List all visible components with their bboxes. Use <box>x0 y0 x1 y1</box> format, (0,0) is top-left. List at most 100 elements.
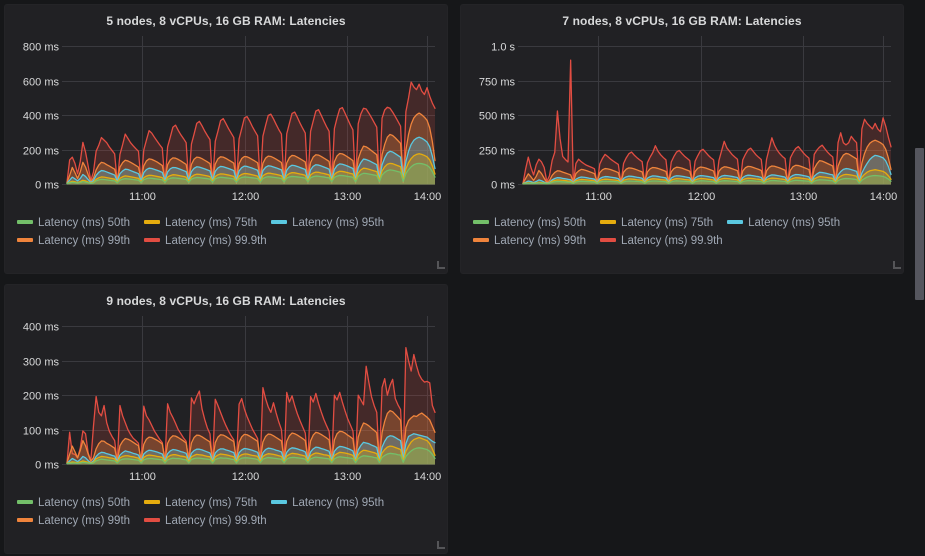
y-axis-tick-label: 300 ms <box>23 357 60 369</box>
panel-resize-handle[interactable] <box>436 261 445 271</box>
legend-item-p75[interactable]: Latency (ms) 75th <box>144 214 257 232</box>
x-axis-tick-label: 14:00 <box>870 191 898 203</box>
legend-color-swatch <box>144 220 161 224</box>
legend-item-p50[interactable]: Latency (ms) 50th <box>17 214 130 232</box>
series-line-p999 <box>66 347 436 464</box>
series-line-p95 <box>522 154 892 185</box>
x-axis-tick-label: 13:00 <box>334 471 362 483</box>
y-axis-tick-label: 0 ms <box>35 460 59 472</box>
legend-item-label: Latency (ms) 99th <box>38 515 131 528</box>
legend-item-p99[interactable]: Latency (ms) 99th <box>17 512 130 530</box>
panel-7-nodes[interactable]: 7 nodes, 8 vCPUs, 16 GB RAM: Latencies 0… <box>460 4 904 274</box>
legend-item-p95[interactable]: Latency (ms) 95th <box>271 494 384 512</box>
chart-area[interactable]: 0 ms 250 ms 500 ms 750 ms 1.0 s 11:00 12:00 13:… <box>461 28 903 210</box>
legend-color-swatch <box>144 238 161 243</box>
legend-color-swatch <box>727 220 744 224</box>
panel-title[interactable]: 7 nodes, 8 vCPUs, 16 GB RAM: Latencies <box>562 14 802 28</box>
legend-item-p50[interactable]: Latency (ms) 50th <box>17 494 130 512</box>
chart-area[interactable]: 0 ms 200 ms 400 ms 600 ms 800 ms 11:00 12:00 13… <box>5 28 447 210</box>
dashboard-scrollbar[interactable] <box>914 0 925 556</box>
x-axis-tick-label: 11:00 <box>585 191 612 203</box>
chart-legend[interactable]: Latency (ms) 50th Latency (ms) 75th Latenc… <box>461 210 903 251</box>
legend-item-label: Latency (ms) 50th <box>38 497 131 509</box>
legend-item-label: Latency (ms) 99.9th <box>621 235 723 248</box>
legend-item-p999[interactable]: Latency (ms) 99.9th <box>144 512 267 530</box>
y-axis-tick-label: 600 ms <box>23 77 60 89</box>
x-axis-tick-label: 13:00 <box>334 191 362 203</box>
legend-item-label: Latency (ms) 95th <box>748 217 841 229</box>
panel-title[interactable]: 5 nodes, 8 vCPUs, 16 GB RAM: Latencies <box>106 14 346 28</box>
legend-item-label: Latency (ms) 50th <box>494 217 587 229</box>
panel-9-nodes[interactable]: 9 nodes, 8 vCPUs, 16 GB RAM: Latencies 0… <box>4 284 448 554</box>
series-line-p75 <box>66 436 436 464</box>
legend-item-p99[interactable]: Latency (ms) 99th <box>473 232 586 250</box>
y-axis-tick-label: 100 ms <box>23 426 60 438</box>
y-axis-tick-label: 750 ms <box>479 77 516 89</box>
chart-area[interactable]: 0 ms 100 ms 200 ms 300 ms 400 ms 11:00 12:00 13… <box>5 308 447 490</box>
legend-color-swatch <box>17 500 33 504</box>
legend-item-p75[interactable]: Latency (ms) 75th <box>144 494 257 512</box>
series-line-p50 <box>522 174 892 185</box>
latency-timeseries-chart[interactable]: 0 ms 200 ms 400 ms 600 ms 800 ms 11:00 12:00 13… <box>5 28 447 210</box>
legend-item-label: Latency (ms) 95th <box>292 217 385 229</box>
legend-item-p75[interactable]: Latency (ms) 75th <box>600 214 713 232</box>
chart-legend[interactable]: Latency (ms) 50th Latency (ms) 75th Latenc… <box>5 210 447 251</box>
legend-color-swatch <box>600 238 617 243</box>
legend-color-swatch <box>473 220 489 224</box>
x-axis-tick-label: 13:00 <box>790 191 818 203</box>
chart-legend[interactable]: Latency (ms) 50th Latency (ms) 75th Latenc… <box>5 490 447 531</box>
panel-title[interactable]: 9 nodes, 8 vCPUs, 16 GB RAM: Latencies <box>106 294 346 308</box>
legend-item-p95[interactable]: Latency (ms) 95th <box>727 214 840 232</box>
legend-color-swatch <box>271 220 288 224</box>
legend-item-p95[interactable]: Latency (ms) 95th <box>271 214 384 232</box>
legend-color-swatch <box>271 500 288 504</box>
panel-resize-handle[interactable] <box>436 541 445 551</box>
legend-color-swatch <box>473 238 489 243</box>
legend-item-label: Latency (ms) 75th <box>165 217 258 229</box>
series-line-p999 <box>522 59 892 185</box>
legend-item-label: Latency (ms) 50th <box>38 217 131 229</box>
panel-5-nodes[interactable]: 5 nodes, 8 vCPUs, 16 GB RAM: Latencies 0… <box>4 4 448 274</box>
x-axis-tick-label: 11:00 <box>129 191 156 203</box>
legend-item-label: Latency (ms) 99th <box>38 235 131 248</box>
x-axis-tick-label: 14:00 <box>414 471 442 483</box>
y-axis-tick-label: 200 ms <box>23 146 60 158</box>
y-axis-tick-label: 500 ms <box>479 111 516 123</box>
latency-timeseries-chart[interactable]: 0 ms 250 ms 500 ms 750 ms 1.0 s 11:00 12:00 13:… <box>461 28 903 210</box>
legend-item-label: Latency (ms) 99.9th <box>165 235 267 248</box>
x-axis-tick-label: 12:00 <box>232 191 260 203</box>
y-axis-tick-label: 800 ms <box>23 42 60 54</box>
latency-timeseries-chart[interactable]: 0 ms 100 ms 200 ms 300 ms 400 ms 11:00 12:00 13… <box>5 308 447 490</box>
scrollbar-thumb[interactable] <box>915 148 924 300</box>
x-axis-tick-label: 12:00 <box>232 471 260 483</box>
legend-color-swatch <box>144 500 161 504</box>
x-axis-tick-label: 12:00 <box>688 191 716 203</box>
series-line-p50 <box>66 162 436 185</box>
legend-item-p50[interactable]: Latency (ms) 50th <box>473 214 586 232</box>
legend-item-label: Latency (ms) 99.9th <box>165 515 267 528</box>
legend-color-swatch <box>17 518 33 523</box>
panel-resize-handle[interactable] <box>892 261 901 271</box>
legend-item-p99[interactable]: Latency (ms) 99th <box>17 232 130 250</box>
x-axis-tick-label: 11:00 <box>129 471 156 483</box>
legend-item-p999[interactable]: Latency (ms) 99.9th <box>144 232 267 250</box>
legend-item-label: Latency (ms) 75th <box>165 497 258 509</box>
series-line-p75 <box>522 169 892 185</box>
series-line-p99 <box>522 139 892 184</box>
y-axis-tick-label: 0 ms <box>491 180 515 192</box>
legend-color-swatch <box>600 220 617 224</box>
legend-item-p999[interactable]: Latency (ms) 99.9th <box>600 232 723 250</box>
legend-color-swatch <box>17 238 33 243</box>
legend-color-swatch <box>17 220 33 224</box>
legend-color-swatch <box>144 518 161 523</box>
y-axis-tick-label: 1.0 s <box>491 42 515 54</box>
series-line-p99 <box>66 410 436 464</box>
series-line-p99 <box>66 112 436 184</box>
series-line-p999 <box>66 81 436 184</box>
y-axis-tick-label: 200 ms <box>23 391 60 403</box>
series-line-p75 <box>66 153 436 185</box>
series-line-p95 <box>66 433 436 464</box>
y-axis-tick-label: 250 ms <box>479 146 516 158</box>
series-line-p50 <box>66 447 436 465</box>
